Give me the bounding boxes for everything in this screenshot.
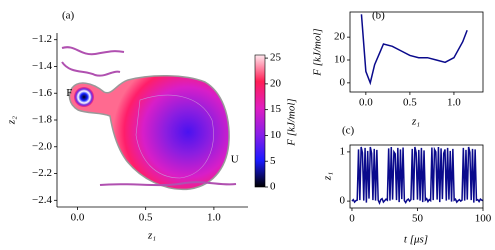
colorbar-tick-label: 20 xyxy=(270,77,282,89)
panel-label: (b) xyxy=(372,10,385,22)
y-tick-label: 0 xyxy=(340,195,346,207)
colorbar-label: F [kJ/mol] xyxy=(286,98,298,146)
x-tick-label: 50 xyxy=(412,213,424,225)
x-axis-label: t [μs] xyxy=(404,234,428,246)
x-tick-label: 0.0 xyxy=(359,97,373,109)
y-axis-label: F [kJ/mol] xyxy=(312,28,324,76)
x-tick-label: 0.5 xyxy=(139,212,153,224)
x-tick-label: 0.0 xyxy=(71,212,85,224)
y-tick-label: −1.4 xyxy=(32,60,52,72)
colorbar-tick-label: 15 xyxy=(270,103,282,115)
state-label: U xyxy=(231,154,239,166)
y-tick-label: 10 xyxy=(334,54,346,66)
y-tick-label: −1.6 xyxy=(32,87,52,99)
x-tick-label: 100 xyxy=(475,213,492,225)
x-axis-label: z₁ xyxy=(147,230,156,242)
y-axis-label: z₂ xyxy=(6,116,18,125)
colorbar xyxy=(254,54,266,188)
y-axis-label: z₁ xyxy=(322,172,334,181)
axes-frame xyxy=(349,144,484,209)
y-tick-label: −1.2 xyxy=(32,33,52,45)
data-line xyxy=(351,146,484,206)
panel-label: (c) xyxy=(342,125,355,137)
x-tick-label: 0 xyxy=(349,213,355,225)
y-tick-label: −2.2 xyxy=(32,167,52,179)
data-line xyxy=(360,14,468,86)
state-label: F xyxy=(66,87,72,99)
colorbar-tick-label: 10 xyxy=(270,129,282,141)
y-tick-label: −2.0 xyxy=(32,140,52,152)
x-axis-label: z₁ xyxy=(411,116,420,128)
y-tick-label: 20 xyxy=(334,31,346,43)
axes-frame xyxy=(349,11,484,93)
y-tick-label: −1.8 xyxy=(32,114,52,126)
colorbar-tick-label: 0 xyxy=(270,181,276,193)
x-tick-label: 1.0 xyxy=(447,97,461,109)
panel-label: (a) xyxy=(62,10,75,22)
x-tick-label: 0.5 xyxy=(403,97,417,109)
y-tick-label: −2.4 xyxy=(32,194,52,206)
y-tick-label: 0 xyxy=(340,76,346,88)
y-tick-label: 1 xyxy=(340,145,346,157)
free-energy-map xyxy=(61,46,237,191)
colorbar-tick-label: 5 xyxy=(270,155,276,167)
x-tick-label: 1.0 xyxy=(207,212,221,224)
colorbar-tick-label: 25 xyxy=(270,52,282,64)
